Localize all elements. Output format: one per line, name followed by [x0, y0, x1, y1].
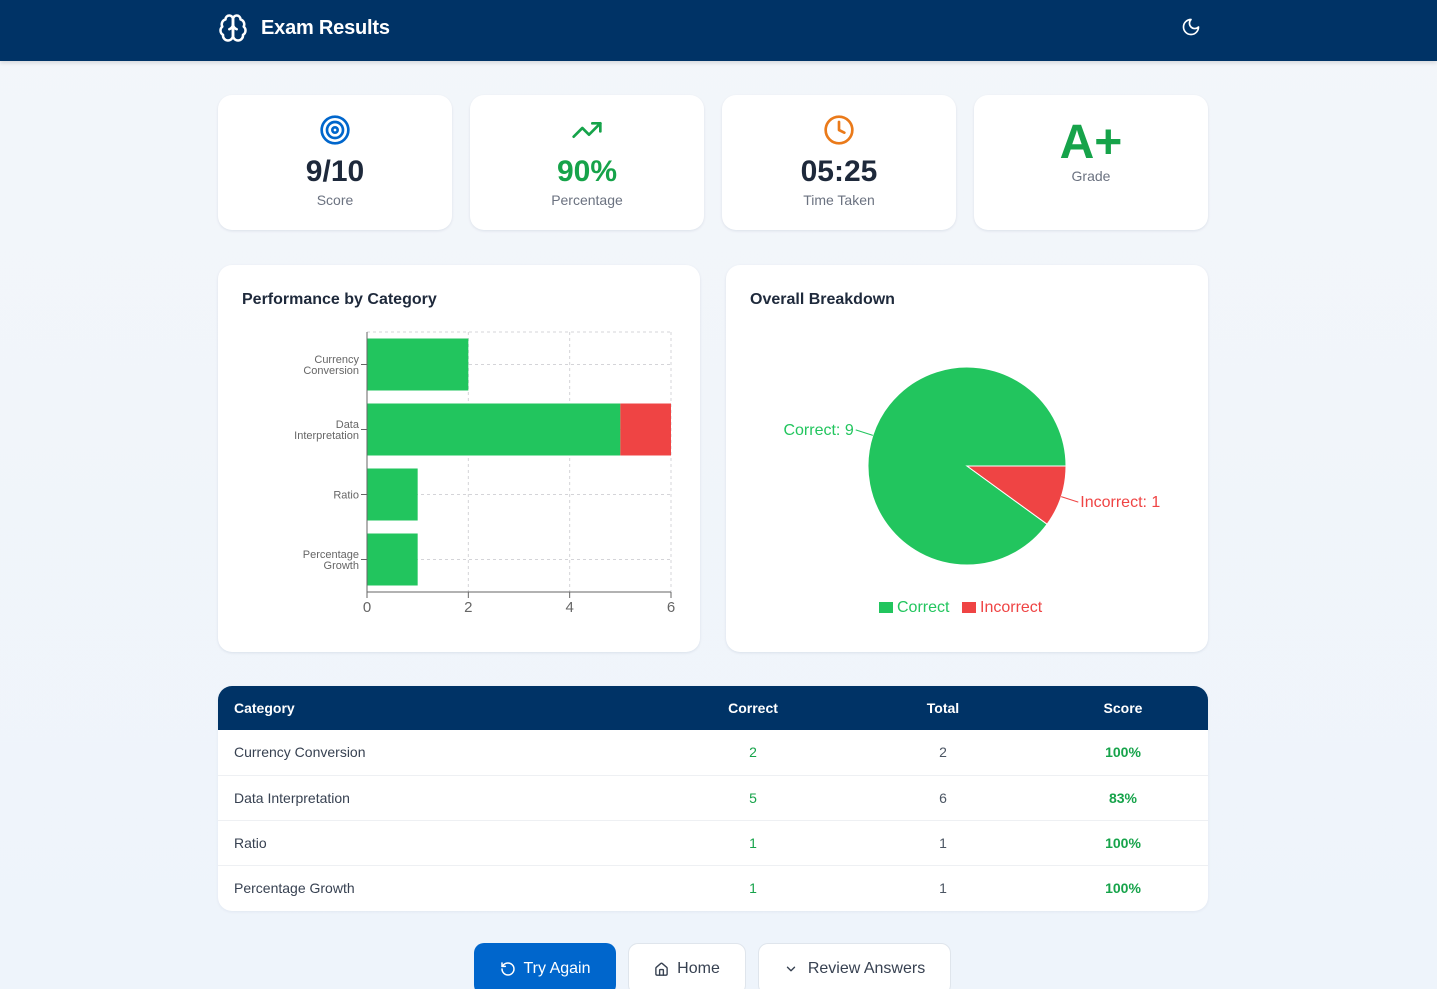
y-tick-label-line: Interpretation [294, 430, 359, 442]
cell-total: 1 [939, 834, 947, 851]
y-tick-label: Data Interpretation [294, 419, 360, 442]
percentage-value: 90% [556, 155, 618, 188]
home-icon [655, 962, 668, 976]
try-again-button[interactable]: Try Again [474, 943, 616, 989]
performance-chart-card: Performance by Category 0 2 4 6 Currency Conv… [218, 265, 700, 652]
time-label: Time Taken [803, 192, 875, 208]
y-tick-label-line: Growth [324, 560, 359, 572]
time-card: 05:25 Time Taken [722, 95, 956, 230]
review-answers-label: Review Answers [807, 960, 926, 977]
pie-data-label: Incorrect: 1 [1080, 494, 1160, 511]
rotate-ccw-icon [500, 962, 515, 976]
y-tick-label-line: Ratio [333, 490, 359, 502]
theme-toggle-button[interactable] [1178, 14, 1204, 40]
chevron-down-icon [786, 966, 796, 972]
y-tick-label-line: Data [336, 419, 360, 431]
column-header-score: Score [1103, 700, 1143, 716]
breakdown-chart-card: Overall Breakdown Correct: 9 Incorrect: 1… [726, 265, 1208, 652]
legend-label-incorrect: Incorrect [980, 599, 1043, 616]
y-tick-label-line: Percentage [303, 549, 359, 561]
home-button[interactable]: Home [628, 943, 746, 989]
y-tick-label: Currency Conversion [303, 354, 359, 377]
cell-total: 1 [939, 879, 947, 896]
app-header: Exam Results [0, 0, 1437, 61]
clock-icon [824, 115, 854, 145]
cell-category: Percentage Growth [234, 879, 355, 896]
try-again-label: Try Again [523, 960, 591, 977]
table-row: Ratio 1 1 100% [218, 820, 1208, 865]
legend-label-correct: Correct [897, 599, 950, 616]
pie-label-line [1061, 496, 1079, 503]
x-tick-label: 0 [363, 599, 371, 616]
x-tick-label: 4 [565, 599, 573, 616]
page-title: Exam Results [261, 16, 390, 39]
cell-score: 100% [1105, 879, 1141, 896]
performance-chart-title: Performance by Category [242, 291, 437, 308]
legend-swatch-incorrect [962, 602, 976, 613]
target-icon [320, 115, 350, 145]
brand: Exam Results [218, 12, 390, 44]
y-tick-label: Percentage Growth [303, 549, 359, 572]
cell-score: 100% [1105, 834, 1141, 851]
column-header-category: Category [234, 700, 295, 716]
trending-up-icon [572, 122, 602, 138]
grade-value: A+ [1059, 116, 1123, 169]
bar-correct [367, 468, 418, 521]
cell-correct: 2 [749, 744, 757, 761]
percentage-card: 90% Percentage [470, 95, 704, 230]
score-card: 9/10 Score [218, 95, 452, 230]
pie-label-line [855, 429, 873, 436]
x-tick-label: 2 [464, 599, 472, 616]
review-answers-button[interactable]: Review Answers [758, 943, 951, 989]
y-tick-label-line: Conversion [303, 365, 359, 377]
column-header-total: Total [926, 700, 960, 716]
percentage-label: Percentage [551, 192, 623, 208]
table-row: Currency Conversion 2 2 100% [218, 730, 1208, 775]
cell-category: Data Interpretation [234, 789, 350, 806]
performance-bar-chart: 0 2 4 6 Currency Conversion Data Interpretation… [294, 331, 675, 616]
cell-category: Currency Conversion [234, 744, 366, 761]
score-label: Score [316, 192, 354, 208]
moon-icon [1182, 18, 1200, 36]
cell-correct: 1 [749, 834, 757, 851]
cell-total: 2 [939, 744, 947, 761]
cell-category: Ratio [234, 834, 267, 851]
cell-score: 83% [1108, 789, 1138, 806]
x-tick-label: 6 [667, 599, 675, 616]
y-tick-label-line: Currency [314, 354, 359, 366]
category-results-table: Category Correct Total Score Currency Co… [218, 686, 1208, 911]
pie-data-label: Correct: 9 [783, 422, 853, 439]
table-row: Percentage Growth 1 1 100% [218, 865, 1208, 910]
column-header-correct: Correct [728, 700, 778, 716]
legend-swatch-correct [879, 602, 893, 613]
cell-correct: 1 [749, 879, 757, 896]
bar-incorrect [620, 403, 671, 456]
breakdown-chart-title: Overall Breakdown [750, 291, 895, 308]
score-value: 9/10 [305, 155, 365, 188]
cell-correct: 5 [749, 789, 757, 806]
cell-total: 6 [939, 789, 947, 806]
cell-score: 100% [1105, 744, 1141, 761]
grade-card: A+ Grade [974, 95, 1208, 230]
table-header-row: Category Correct Total Score [218, 686, 1208, 730]
bar-correct [367, 533, 418, 586]
y-tick-label: Ratio [333, 490, 359, 502]
bar-correct [367, 403, 621, 456]
time-value: 05:25 [800, 155, 878, 188]
grade-label: Grade [1071, 168, 1111, 184]
breakdown-pie-chart: Correct: 9 Incorrect: 1 Correct Incorrect [783, 366, 1160, 616]
home-label: Home [677, 960, 720, 977]
bar-correct [367, 338, 469, 391]
brain-icon [219, 14, 247, 42]
table-row: Data Interpretation 5 6 83% [218, 775, 1208, 820]
